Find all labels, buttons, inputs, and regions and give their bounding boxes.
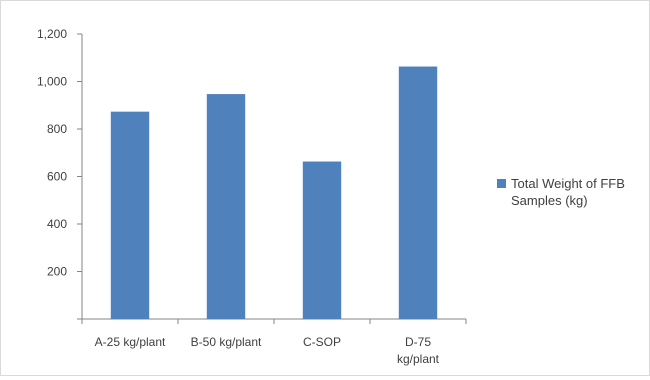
bar (206, 94, 246, 320)
y-tick-label: 800 (47, 122, 67, 136)
legend-label: Samples (kg) (511, 193, 588, 208)
x-tick-label: C-SOP (303, 335, 341, 349)
y-tick-label: 600 (47, 170, 67, 184)
x-tick-label: B-50 kg/plant (191, 335, 262, 349)
y-tick-labels: 200 400 600 800 1,000 1,200 (37, 27, 67, 279)
bar (110, 111, 150, 319)
x-tick-labels: A-25 kg/plant B-50 kg/plant C-SOP D-75 kg/pl… (95, 335, 440, 366)
bar (398, 66, 438, 319)
legend-swatch (497, 179, 506, 188)
x-tick-label: kg/plant (397, 352, 440, 366)
bar (302, 161, 342, 319)
y-tick-label: 1,200 (37, 27, 67, 41)
y-tick-label: 200 (47, 265, 67, 279)
legend: Total Weight of FFB Samples (kg) (497, 176, 625, 208)
x-tick-label: A-25 kg/plant (95, 335, 166, 349)
y-tick-label: 1,000 (37, 75, 67, 89)
y-tick-label: 400 (47, 217, 67, 231)
bars (110, 66, 438, 320)
x-tick-label: D-75 (405, 335, 431, 349)
legend-label: Total Weight of FFB (511, 176, 625, 191)
